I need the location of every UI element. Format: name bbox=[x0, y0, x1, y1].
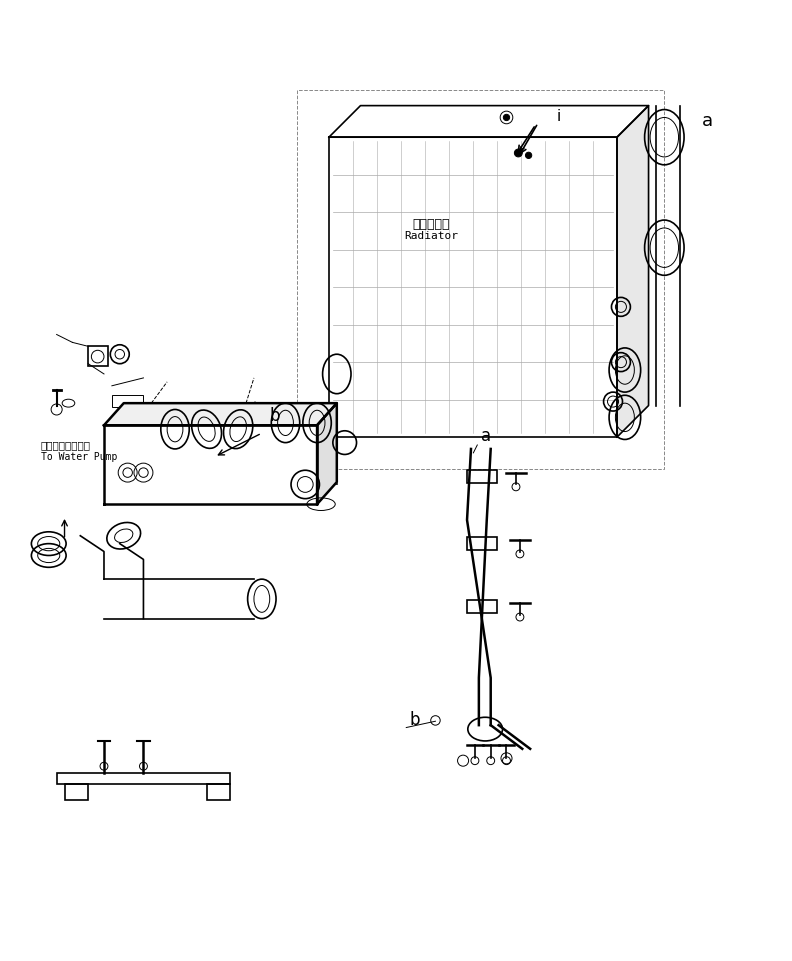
Text: ウォータポンプへ: ウォータポンプへ bbox=[41, 440, 91, 450]
Bar bbox=[467, 601, 497, 613]
Polygon shape bbox=[104, 404, 337, 426]
Text: To Water Pump: To Water Pump bbox=[41, 452, 117, 462]
Text: ラジエータ: ラジエータ bbox=[413, 217, 451, 231]
Bar bbox=[207, 784, 230, 801]
Polygon shape bbox=[104, 579, 254, 619]
Circle shape bbox=[504, 114, 509, 121]
Polygon shape bbox=[104, 426, 317, 505]
Polygon shape bbox=[317, 404, 337, 505]
Text: b: b bbox=[270, 407, 280, 426]
Polygon shape bbox=[617, 106, 649, 437]
Bar bbox=[64, 784, 88, 801]
Circle shape bbox=[514, 149, 522, 157]
Bar bbox=[88, 346, 108, 366]
Bar bbox=[112, 395, 143, 407]
Bar bbox=[467, 470, 497, 482]
Text: b: b bbox=[409, 711, 420, 729]
Bar bbox=[57, 773, 230, 784]
Text: Radiator: Radiator bbox=[405, 231, 459, 241]
Text: a: a bbox=[482, 427, 491, 445]
Text: a: a bbox=[703, 112, 714, 131]
Bar bbox=[297, 89, 664, 469]
Bar bbox=[467, 537, 497, 550]
Circle shape bbox=[525, 152, 531, 159]
Polygon shape bbox=[329, 106, 649, 137]
Text: i: i bbox=[557, 110, 561, 124]
